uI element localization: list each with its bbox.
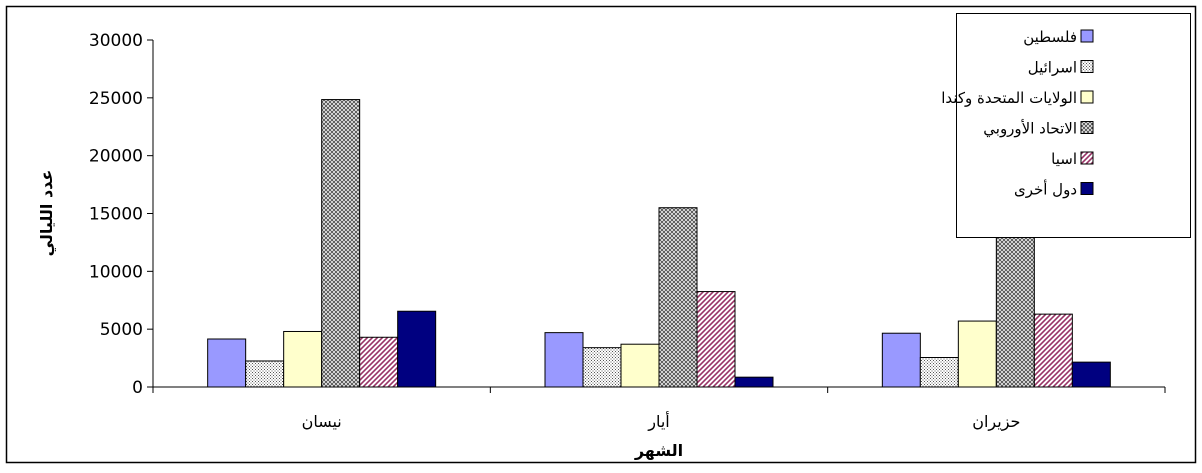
bar — [696, 291, 736, 388]
legend-label: الولايات المتحدة وكندا — [941, 89, 1077, 107]
bar — [1033, 313, 1073, 388]
x-tick-label: نيسان — [302, 412, 342, 431]
chart-legend: فلسطين اسرائيل الولايات المتحدة وكندا الاتح… — [941, 13, 1191, 238]
legend-swatch — [1080, 29, 1094, 43]
legend-label: فلسطين — [1023, 28, 1077, 46]
bar — [397, 310, 437, 388]
y-axis-title: عدد الليالي — [37, 170, 57, 257]
y-tick-label: 0 — [132, 378, 143, 398]
y-tick-label: 5000 — [100, 320, 143, 340]
bar — [207, 338, 247, 388]
legend-swatch — [1080, 90, 1094, 104]
legend-swatch — [1080, 60, 1094, 73]
y-tick-label: 15000 — [89, 205, 143, 225]
bar — [620, 343, 660, 388]
y-ticks: 0 5000 10000 15000 20000 25000 30000 — [89, 31, 153, 398]
bar — [582, 347, 622, 388]
bar — [919, 357, 959, 388]
bars-layer — [207, 99, 1111, 388]
x-axis-title: الشهر — [634, 441, 683, 460]
y-tick-label: 20000 — [89, 147, 143, 167]
legend-swatch — [1080, 182, 1094, 195]
bar — [544, 332, 584, 388]
bar — [957, 320, 997, 388]
x-ticks: نيسان أيار حزيران — [152, 387, 1166, 432]
bar — [995, 215, 1035, 388]
bar — [359, 336, 399, 388]
y-tick-label: 10000 — [89, 262, 143, 282]
legend-frame — [956, 13, 1191, 238]
bar — [1071, 361, 1111, 388]
legend-label: دول أخرى — [1014, 180, 1077, 199]
bar — [881, 332, 921, 388]
x-tick-label: حزيران — [972, 412, 1020, 432]
legend-label: اسيا — [1051, 150, 1077, 168]
legend-swatch — [1080, 121, 1094, 134]
bar — [658, 207, 698, 388]
bar — [245, 360, 285, 388]
x-tick-label: أيار — [647, 411, 670, 432]
y-tick-label: 30000 — [89, 31, 143, 51]
y-tick-label: 25000 — [89, 89, 143, 109]
legend-label: الاتحاد الأوروبي — [983, 119, 1077, 139]
legend-swatch — [1080, 151, 1094, 165]
bar — [321, 99, 361, 388]
bar — [734, 376, 774, 388]
bar — [283, 330, 323, 388]
legend-items: فلسطين اسرائيل الولايات المتحدة وكندا الاتح… — [941, 28, 1094, 199]
legend-label: اسرائيل — [1028, 59, 1077, 77]
